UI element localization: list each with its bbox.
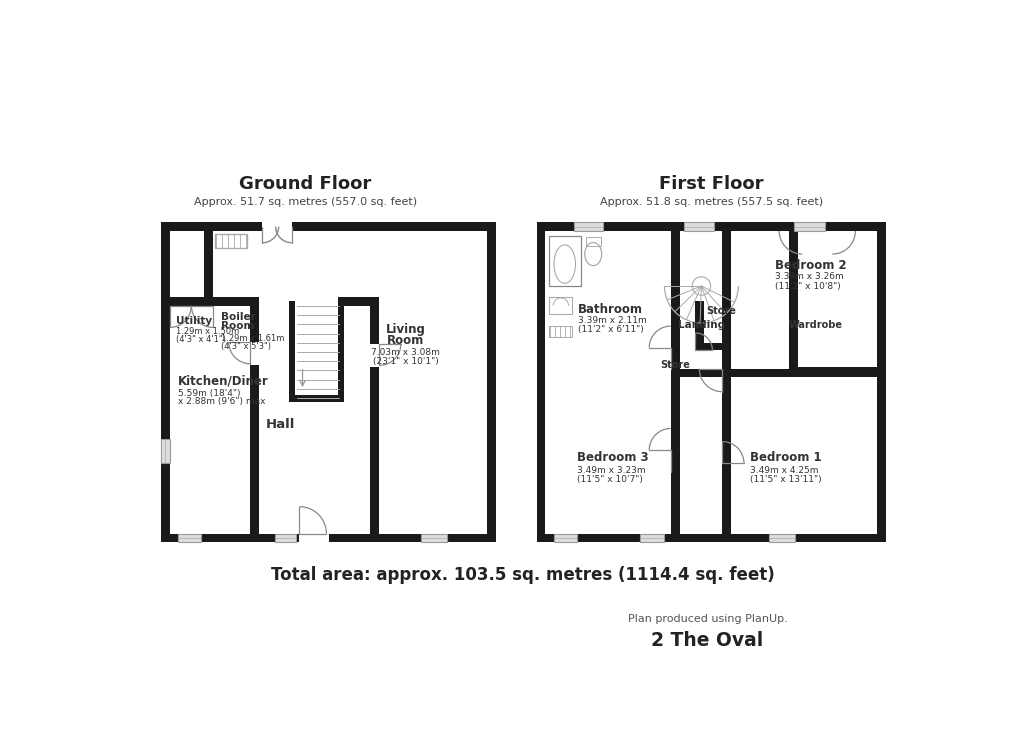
- Bar: [768, 534, 795, 542]
- Bar: [549, 297, 572, 314]
- Text: 2 The Oval: 2 The Oval: [651, 631, 763, 650]
- Text: Bathroom: Bathroom: [578, 302, 643, 316]
- Text: Hall: Hall: [265, 418, 294, 431]
- Text: Bedroom 2: Bedroom 2: [774, 259, 846, 272]
- Bar: [486, 222, 495, 542]
- Text: (4'3" x 4'1"): (4'3" x 4'1"): [176, 336, 226, 345]
- Bar: [573, 222, 602, 231]
- Bar: [370, 302, 379, 344]
- Bar: [288, 302, 294, 402]
- Text: (11'2" x 6'11"): (11'2" x 6'11"): [578, 325, 643, 334]
- Text: Approx. 51.7 sq. metres (557.0 sq. feet): Approx. 51.7 sq. metres (557.0 sq. feet): [194, 196, 417, 207]
- Text: (11'5" x 13'11"): (11'5" x 13'11"): [749, 475, 820, 484]
- Text: Bedroom 3: Bedroom 3: [576, 451, 648, 465]
- Text: Store: Store: [705, 307, 735, 316]
- Bar: [204, 227, 213, 306]
- Text: Living: Living: [385, 323, 425, 336]
- Bar: [823, 222, 886, 231]
- Bar: [293, 396, 342, 402]
- Bar: [328, 534, 495, 542]
- Text: 7.03m x 3.08m: 7.03m x 3.08m: [371, 348, 440, 356]
- Bar: [161, 222, 169, 542]
- Text: Bedroom 1: Bedroom 1: [749, 451, 820, 465]
- Text: Room: Room: [221, 321, 254, 331]
- Bar: [553, 534, 576, 542]
- Bar: [721, 231, 731, 373]
- Bar: [789, 231, 798, 373]
- Text: Ground Floor: Ground Floor: [238, 175, 371, 193]
- Bar: [548, 326, 571, 337]
- Bar: [602, 222, 684, 231]
- Bar: [338, 302, 344, 402]
- Bar: [793, 367, 876, 373]
- Text: Store: Store: [659, 360, 689, 370]
- Text: 5.59m (18'4"): 5.59m (18'4"): [177, 388, 240, 398]
- Bar: [161, 222, 262, 231]
- Bar: [161, 534, 300, 542]
- Text: Approx. 51.8 sq. metres (557.5 sq. feet): Approx. 51.8 sq. metres (557.5 sq. feet): [599, 196, 822, 207]
- Text: (11'5" x 10'7"): (11'5" x 10'7"): [576, 475, 642, 484]
- Text: Total area: approx. 103.5 sq. metres (1114.4 sq. feet): Total area: approx. 103.5 sq. metres (11…: [271, 566, 773, 584]
- Text: Room: Room: [386, 334, 424, 348]
- Bar: [793, 222, 823, 231]
- Text: 3.39m x 3.26m: 3.39m x 3.26m: [774, 272, 844, 282]
- Text: Plan produced using PlanUp.: Plan produced using PlanUp.: [627, 614, 787, 625]
- Bar: [699, 343, 721, 350]
- Bar: [161, 439, 169, 463]
- Bar: [548, 236, 580, 287]
- Bar: [215, 234, 247, 248]
- Bar: [250, 365, 259, 534]
- Bar: [421, 534, 447, 542]
- Text: 3.49m x 4.25m: 3.49m x 4.25m: [749, 465, 817, 474]
- Bar: [695, 302, 703, 350]
- Bar: [291, 222, 495, 231]
- Bar: [536, 222, 545, 542]
- Text: (4'3" x 5'3"): (4'3" x 5'3"): [221, 342, 271, 351]
- Bar: [671, 368, 880, 377]
- Text: Boiler: Boiler: [221, 312, 256, 322]
- Text: Wardrobe: Wardrobe: [788, 319, 842, 330]
- Text: Utility: Utility: [176, 316, 212, 326]
- Text: 3.49m x 3.23m: 3.49m x 3.23m: [576, 465, 645, 474]
- Bar: [713, 222, 793, 231]
- Bar: [721, 377, 731, 534]
- Text: (23'1" x 10'1"): (23'1" x 10'1"): [373, 357, 438, 366]
- Bar: [671, 222, 679, 534]
- Text: 3.39m x 2.11m: 3.39m x 2.11m: [578, 316, 646, 325]
- Text: Kitchen/Diner: Kitchen/Diner: [177, 374, 268, 388]
- Bar: [250, 302, 259, 342]
- Bar: [274, 534, 297, 542]
- Text: Landing: Landing: [678, 319, 725, 330]
- Text: (11'2" x 10'8"): (11'2" x 10'8"): [774, 282, 841, 290]
- Text: x 2.88m (9'6") max: x 2.88m (9'6") max: [177, 397, 265, 406]
- Bar: [536, 534, 886, 542]
- Bar: [370, 367, 379, 534]
- Bar: [338, 297, 379, 306]
- Text: 1.29m x 1.50m: 1.29m x 1.50m: [176, 327, 239, 336]
- Bar: [684, 222, 713, 231]
- Text: 1.29m x 1.61m: 1.29m x 1.61m: [221, 334, 284, 343]
- Bar: [169, 297, 259, 306]
- Bar: [177, 534, 201, 542]
- Bar: [639, 534, 663, 542]
- Text: First Floor: First Floor: [658, 175, 763, 193]
- Bar: [876, 222, 886, 542]
- Bar: [536, 222, 573, 231]
- Bar: [585, 237, 600, 247]
